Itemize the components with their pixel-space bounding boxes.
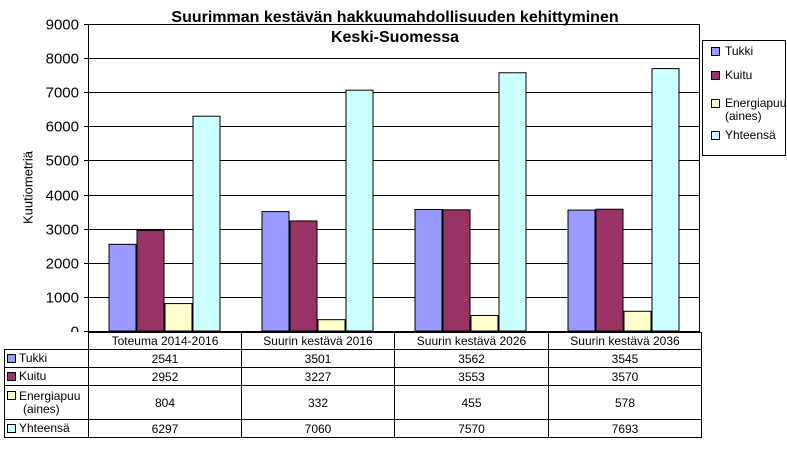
y-tick-label: 0: [71, 324, 79, 333]
legend-swatch: [711, 99, 720, 108]
bar-kuitu-0: [136, 229, 165, 332]
bar-kuitu-3: [595, 208, 624, 332]
table-cell: 7570: [394, 419, 549, 438]
y-tick-label: 3000: [46, 222, 79, 239]
row-header: Yhteensä: [4, 419, 89, 438]
table-cell: 578: [548, 385, 702, 420]
row-label: Kuitu: [19, 369, 47, 383]
row-label: (aines): [23, 401, 60, 416]
y-tick-label: 7000: [46, 85, 79, 102]
table-cell: 455: [394, 385, 549, 420]
bar-yhteens--3: [651, 68, 680, 332]
category-label: Toteuma 2014-2016: [88, 332, 242, 350]
bar-tukki-1: [261, 211, 290, 332]
row-label: Yhteensä: [19, 421, 70, 435]
legend-label: Kuitu: [725, 68, 753, 82]
table-corner: [4, 332, 89, 350]
row-swatch: [7, 391, 16, 400]
bar-energiapuu-aines--1: [317, 319, 346, 332]
bar-energiapuu-aines--2: [470, 314, 499, 332]
row-label: Energiapuu: [19, 388, 81, 403]
bar-kuitu-1: [289, 220, 318, 332]
bar-yhteens--1: [345, 89, 374, 332]
bar-yhteens--0: [192, 115, 221, 332]
legend-swatch: [711, 47, 720, 56]
y-tick-label: 1000: [46, 290, 79, 307]
bar-yhteens--2: [498, 72, 527, 332]
table-row: Energiapuu (aines) 804 332 455 578: [4, 385, 702, 420]
chart-title-line-2: Keski-Suomessa: [330, 29, 460, 46]
row-header: Tukki: [4, 349, 89, 368]
table-row: Kuitu 2952 3227 3553 3570: [4, 367, 702, 386]
legend: Tukki Kuitu Energiapuu (aines) Yhteensä: [702, 40, 786, 156]
y-tick-label: 5000: [46, 153, 79, 170]
table-cell: 804: [88, 385, 242, 420]
y-tick-label: 8000: [46, 51, 79, 68]
chart-canvas: 0 1000 2000 3000 4000 5000 6000 7000 8000 9000: [46, 17, 700, 333]
bar-kuitu-2: [442, 209, 471, 332]
bar-energiapuu-aines--0: [164, 303, 193, 332]
legend-label: Tukki: [725, 44, 754, 58]
table-cell: 7060: [241, 419, 395, 438]
table-cell: 3501: [241, 349, 395, 368]
bar-energiapuu-aines--3: [623, 310, 652, 332]
legend-swatch: [711, 71, 720, 80]
row-swatch: [7, 354, 16, 363]
y-axis-label: Kuutiometriä: [20, 151, 36, 224]
row-swatch: [7, 372, 16, 381]
table-cell: 3562: [394, 349, 549, 368]
table-cell: 3553: [394, 367, 549, 386]
row-header: Kuitu: [4, 367, 89, 386]
y-tick-label: 6000: [46, 119, 79, 136]
legend-label: Energiapuu: [725, 96, 787, 110]
table-cell: 3570: [548, 367, 702, 386]
table-cell: 332: [241, 385, 395, 420]
y-tick-label: 4000: [46, 188, 79, 205]
legend-label: Yhteensä: [725, 128, 776, 142]
bar-tukki-2: [414, 208, 443, 332]
table-row: Tukki 2541 3501 3562 3545: [4, 349, 702, 368]
category-label: Suurin kestävä 2026: [394, 332, 549, 350]
row-label: Tukki: [19, 351, 48, 365]
table-row: Yhteensä 6297 7060 7570 7693: [4, 419, 702, 438]
category-label: Suurin kestävä 2016: [241, 332, 395, 350]
y-tick-label: 2000: [46, 256, 79, 273]
category-label: Suurin kestävä 2036: [548, 332, 702, 350]
table-cell: 6297: [88, 419, 242, 438]
row-header: Energiapuu (aines): [4, 385, 89, 420]
legend-swatch: [711, 131, 720, 140]
bar-tukki-3: [567, 209, 596, 332]
bar-tukki-0: [108, 243, 137, 332]
legend-label: (aines): [725, 109, 762, 123]
table-cell: 2952: [88, 367, 242, 386]
table-cell: 3227: [241, 367, 395, 386]
chart-title-line-1: Suurimman kestävän hakkuumahdollisuuden …: [171, 9, 619, 26]
table-cell: 3545: [548, 349, 702, 368]
data-table: Toteuma 2014-2016 Suurin kestävä 2016 Suur…: [4, 332, 702, 438]
row-swatch: [7, 424, 16, 433]
table-cell: 2541: [88, 349, 242, 368]
y-tick-label: 9000: [46, 17, 79, 34]
table-cell: 7693: [548, 419, 702, 438]
